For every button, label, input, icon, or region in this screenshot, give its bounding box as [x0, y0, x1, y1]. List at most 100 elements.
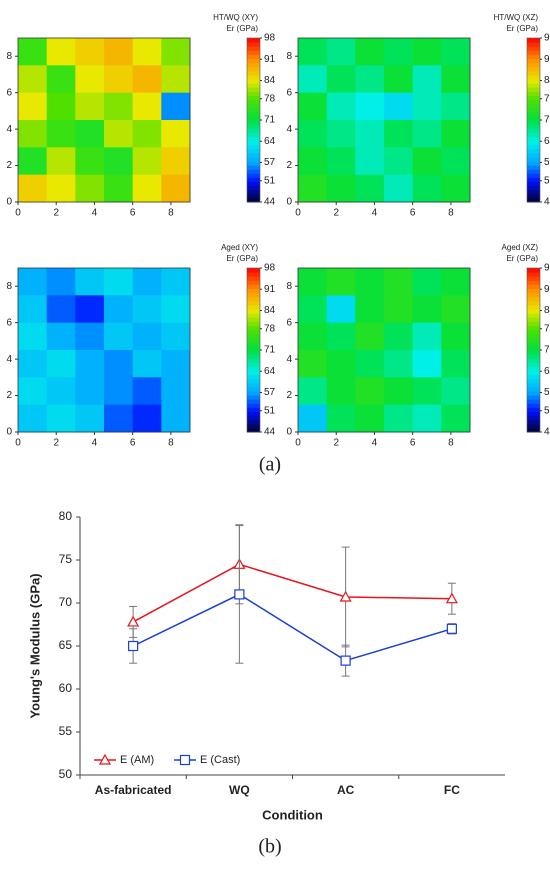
- heat-cell: [384, 350, 414, 378]
- colorbar-segment: [527, 427, 540, 433]
- y-tick-label: 55: [59, 724, 73, 738]
- colorbar-segment: [247, 411, 260, 417]
- colorbar-segment: [247, 128, 260, 133]
- legend-label: E (Cast): [200, 754, 240, 766]
- colorbar-segment: [247, 115, 260, 121]
- colorbar-segment: [247, 58, 260, 64]
- heat-cell: [104, 350, 134, 378]
- x-tick-label: 2: [53, 438, 59, 449]
- heat-cell: [326, 350, 356, 378]
- colorbar-segment: [527, 341, 540, 347]
- colorbar-segment: [527, 193, 540, 199]
- heat-cell: [132, 92, 162, 121]
- heat-cell: [104, 147, 134, 176]
- colorbar-segment: [527, 337, 540, 343]
- colorbar-tick-label: 64: [544, 366, 550, 377]
- heat-cell: [298, 377, 328, 406]
- heat-cell: [46, 38, 76, 66]
- heat-cell: [18, 147, 48, 176]
- heat-cell: [384, 38, 414, 66]
- colorbar-segment: [527, 181, 540, 187]
- colorbar-segment: [247, 152, 260, 158]
- colorbar-segment: [247, 177, 260, 182]
- colorbar-segment: [527, 366, 540, 371]
- heat-cell: [355, 120, 385, 148]
- colorbar-segment: [527, 378, 540, 384]
- colorbar-segment: [247, 120, 260, 125]
- colorbar-label: Er (GPa): [226, 254, 258, 263]
- heat-cell: [412, 92, 442, 121]
- colorbar-segment: [247, 165, 260, 170]
- y-tick-label: 4: [6, 124, 12, 135]
- plot-frame: [17, 267, 191, 433]
- colorbar-segment: [527, 42, 540, 47]
- y-tick-label: 2: [286, 390, 292, 401]
- heat-cell: [18, 38, 48, 66]
- colorbar-tick-label: 91: [544, 284, 550, 295]
- colorbar-label: Er (GPa): [506, 254, 538, 263]
- heat-cell: [46, 322, 76, 351]
- heat-cell: [75, 404, 105, 433]
- heat-cell: [355, 404, 385, 433]
- colorbar-tick-label: 51: [544, 405, 550, 416]
- colorbar-segment: [527, 136, 540, 141]
- colorbar-segment: [247, 362, 260, 367]
- x-tick-label: 0: [295, 208, 301, 219]
- y-tick-label: 4: [286, 354, 292, 365]
- colorbar-segment: [527, 284, 540, 289]
- heat-cell: [412, 120, 442, 148]
- heat-cell: [161, 147, 191, 176]
- heat-cell: [441, 404, 471, 433]
- plot-frame: [297, 37, 471, 203]
- colorbar-segment: [247, 325, 260, 330]
- colorbar-segment: [247, 395, 260, 400]
- colorbar-tick-label: 91: [264, 284, 276, 295]
- colorbar-segment: [247, 280, 260, 285]
- marker: [127, 615, 140, 627]
- heat-cell: [412, 38, 442, 66]
- heat-cell: [104, 404, 134, 433]
- colorbar-segment: [527, 382, 540, 388]
- colorbar-segment: [527, 115, 540, 121]
- colorbar-segment: [247, 292, 260, 298]
- colorbar-segment: [527, 300, 540, 306]
- map-title: Aged (XZ): [502, 243, 539, 252]
- colorbar-tick-label: 78: [544, 323, 550, 334]
- colorbar-segment: [527, 62, 540, 68]
- colorbar-segment: [527, 304, 540, 310]
- heat-cell: [412, 65, 442, 94]
- heat-cell: [18, 65, 48, 94]
- colorbar-segment: [247, 296, 260, 302]
- colorbar-segment: [247, 309, 260, 314]
- heat-cell: [75, 350, 105, 378]
- colorbar-segment: [527, 111, 540, 117]
- x-tick-label: 2: [53, 208, 59, 219]
- colorbar-segment: [247, 403, 260, 408]
- heat-cell: [384, 404, 414, 433]
- colorbar-segment: [247, 386, 260, 392]
- colorbar-segment: [527, 391, 540, 396]
- plot-frame: [297, 267, 471, 433]
- colorbar-segment: [247, 62, 260, 68]
- heat-cell: [46, 65, 76, 94]
- colorbar-segment: [247, 99, 260, 105]
- heat-cell: [355, 268, 385, 296]
- y-tick-label: 80: [59, 509, 73, 523]
- y-tick-label: 0: [6, 427, 12, 438]
- heat-cell: [355, 322, 385, 351]
- colorbar-segment: [527, 374, 540, 380]
- colorbar-segment: [247, 284, 260, 289]
- colorbar-segment: [247, 95, 260, 100]
- heat-cell: [441, 377, 471, 406]
- y-tick-label: 6: [286, 317, 292, 328]
- x-tick-label: 8: [448, 208, 454, 219]
- heat-cell: [326, 404, 356, 433]
- heat-cell: [298, 147, 328, 176]
- colorbar-segment: [527, 313, 540, 318]
- colorbar-segment: [527, 46, 540, 51]
- x-axis-label: Condition: [262, 807, 323, 822]
- colorbar-segment: [527, 415, 540, 421]
- x-tick-label: 8: [168, 208, 174, 219]
- heat-cell: [384, 377, 414, 406]
- colorbar-segment: [527, 329, 540, 335]
